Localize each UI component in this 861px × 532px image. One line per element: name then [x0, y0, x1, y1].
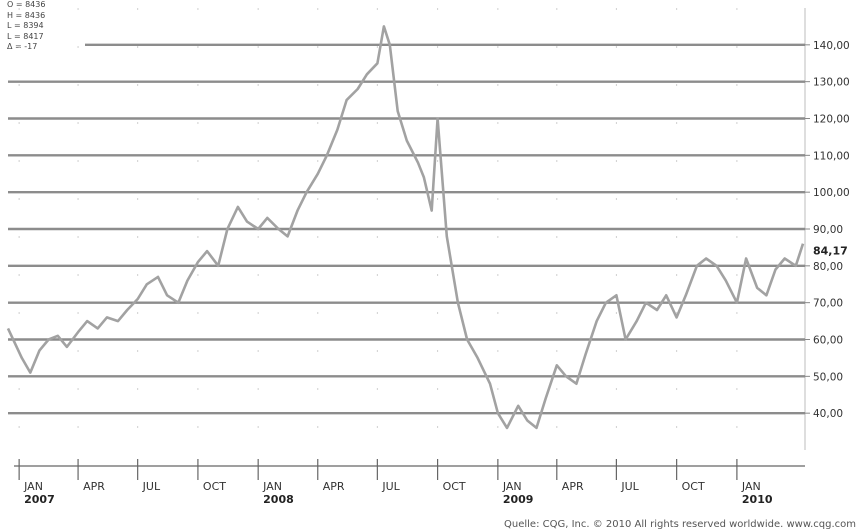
- series-layer: [6, 25, 805, 430]
- x-tick-label: APR: [83, 480, 105, 493]
- ohlc-readout: O = 8436 H = 8436 L = 8394 L = 8417 Δ = …: [7, 0, 45, 53]
- x-tick-label: JUL: [142, 480, 161, 493]
- x-tick-label: JAN: [502, 480, 522, 493]
- x-tick-label: JUL: [381, 480, 400, 493]
- y-tick-label: 120,00: [813, 114, 850, 126]
- delta-value: Δ = -17: [7, 42, 38, 52]
- x-year-label: 2010: [742, 493, 773, 506]
- x-tick-label: JUL: [620, 480, 639, 493]
- y-tick-label: 130,00: [813, 77, 850, 89]
- y-tick-label: 90,00: [813, 224, 843, 236]
- x-tick-label: JAN: [741, 480, 761, 493]
- open-value: O = 8436: [7, 0, 46, 9]
- x-tick-label: OCT: [443, 480, 466, 493]
- x-year-label: 2008: [263, 493, 294, 506]
- y-tick-label: 80,00: [813, 261, 843, 273]
- y-tick-label: 70,00: [813, 298, 843, 310]
- y-tick-label: 60,00: [813, 335, 843, 347]
- y-tick-label: 50,00: [813, 371, 843, 383]
- low-value: L = 8394: [7, 21, 44, 31]
- y-tick-label: 140,00: [813, 40, 850, 52]
- y-tick-label: 40,00: [813, 408, 843, 420]
- last-value: L = 8417: [7, 31, 44, 41]
- last-value-label: 84,17: [813, 244, 848, 257]
- x-tick-label: JAN: [262, 480, 282, 493]
- y-axis: 40,00 50,00 60,00 70,00 80,00 90,00 100,00 110,…: [805, 40, 850, 420]
- x-tick-label: APR: [323, 480, 345, 493]
- high-value: H = 8436: [7, 10, 46, 20]
- y-tick-label: 100,00: [813, 187, 850, 199]
- x-tick-label: OCT: [203, 480, 226, 493]
- y-tick-label: 110,00: [813, 150, 850, 162]
- source-credit: Quelle: CQG, Inc. © 2010 All rights rese…: [504, 519, 856, 530]
- price-series-line: [6, 25, 805, 430]
- x-year-label: 2007: [24, 493, 55, 506]
- x-tick-label: APR: [562, 480, 584, 493]
- x-tick-label: JAN: [23, 480, 43, 493]
- x-year-label: 2009: [503, 493, 534, 506]
- x-tick-label: OCT: [682, 480, 705, 493]
- grid-layer: [8, 8, 806, 450]
